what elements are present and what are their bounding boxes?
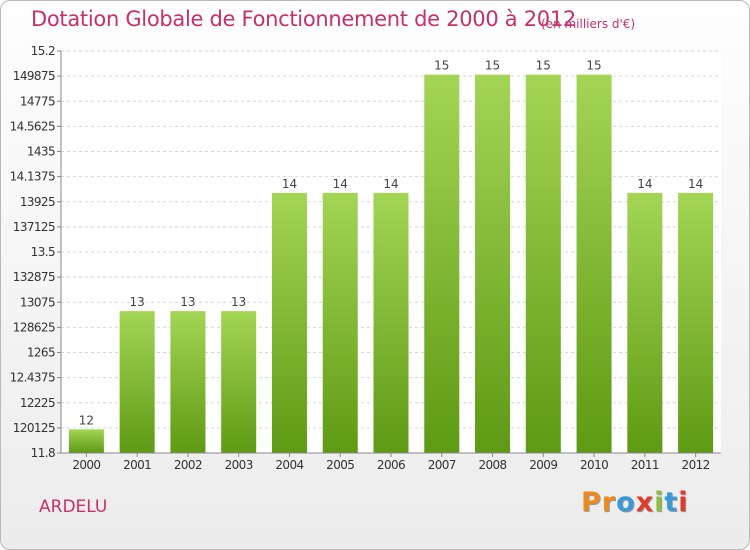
- data-label: 15: [586, 59, 601, 73]
- y-tick-label: 12.4375: [10, 371, 55, 385]
- x-tick-label: 2003: [225, 458, 253, 472]
- x-tick-label: 2012: [682, 458, 710, 472]
- data-label: 13: [231, 295, 246, 309]
- bar-2008: [475, 74, 511, 453]
- bar-2000: [68, 429, 104, 453]
- bar-2003: [221, 311, 257, 453]
- y-tick-label: 13075: [20, 295, 55, 309]
- bar-2009: [525, 74, 561, 453]
- bar-2010: [576, 74, 612, 453]
- data-label: 15: [536, 59, 551, 73]
- bar-2007: [424, 74, 460, 453]
- y-tick-label: 128625: [13, 320, 55, 334]
- y-tick-label: 14.1375: [10, 170, 55, 184]
- y-tick-label: 14.5625: [10, 119, 55, 133]
- y-tick-label: 132875: [13, 270, 55, 284]
- bar-2004: [271, 192, 307, 453]
- x-tick-label: 2000: [72, 458, 100, 472]
- y-tick-label: 1265: [27, 346, 55, 360]
- bars: [68, 74, 714, 453]
- data-label: 14: [637, 177, 652, 191]
- bar-2002: [170, 311, 206, 453]
- chart-subtitle: (en milliers d'€): [541, 17, 636, 31]
- y-tick-label: 137125: [13, 220, 55, 234]
- data-label: 12: [79, 413, 94, 427]
- bar-2005: [322, 192, 358, 453]
- x-tick-label: 2008: [478, 458, 506, 472]
- bar-2011: [627, 192, 663, 453]
- x-tick-label: 2001: [123, 458, 151, 472]
- x-tick-label: 2009: [529, 458, 557, 472]
- y-axis-ticks: 11.8 120125 12225 12.4375 1265 128625 13075 132…: [10, 44, 721, 460]
- data-label: 15: [434, 59, 449, 73]
- data-label: 14: [282, 177, 297, 191]
- y-tick-label: 149875: [13, 69, 55, 83]
- data-label: 13: [130, 295, 145, 309]
- bar-2012: [678, 192, 714, 453]
- y-tick-label: 11.8: [31, 446, 55, 460]
- data-label: 13: [180, 295, 195, 309]
- x-tick-label: 2007: [428, 458, 456, 472]
- y-tick-label: 1435: [27, 145, 55, 159]
- y-tick-label: 14775: [20, 94, 55, 108]
- data-label: 14: [333, 177, 348, 191]
- x-tick-label: 2002: [174, 458, 202, 472]
- data-label: 15: [485, 59, 500, 73]
- chart-title: Dotation Globale de Fonctionnement de 20…: [31, 7, 576, 31]
- data-label: 14: [688, 177, 703, 191]
- x-tick-label: 2005: [326, 458, 354, 472]
- y-tick-label: 120125: [13, 421, 55, 435]
- commune-name: ARDELU: [39, 497, 108, 517]
- x-axis-ticks: 2000 2001 2002 2003 2004 2005 2006 2007 2008 2009…: [72, 453, 710, 472]
- data-labels: 12 13 13 13 14 14 14 15 15 15 15 14 14: [79, 59, 704, 428]
- proxiti-logo: Proxiti: [581, 487, 689, 518]
- x-tick-label: 2006: [377, 458, 405, 472]
- y-tick-label: 12225: [20, 396, 55, 410]
- y-tick-label: 15.2: [31, 44, 55, 58]
- x-tick-label: 2004: [275, 458, 303, 472]
- y-tick-label: 13.5: [31, 245, 55, 259]
- y-tick-label: 13925: [20, 195, 55, 209]
- bar-2006: [373, 192, 409, 453]
- bar-2001: [119, 311, 155, 453]
- x-tick-label: 2010: [580, 458, 608, 472]
- data-label: 14: [383, 177, 398, 191]
- x-tick-label: 2011: [631, 458, 659, 472]
